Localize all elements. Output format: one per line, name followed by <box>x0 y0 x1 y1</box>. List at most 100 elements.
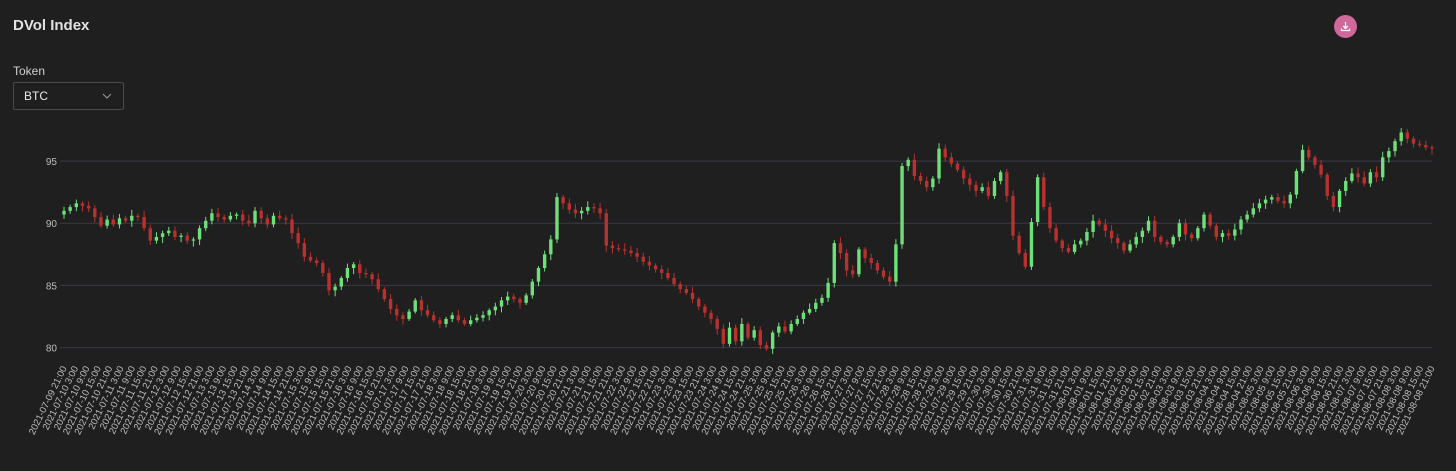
candle-body <box>1263 199 1268 204</box>
candle-body <box>1270 197 1274 200</box>
candle-body <box>499 300 504 307</box>
candle-body <box>777 326 781 333</box>
candle-body <box>715 318 719 329</box>
candle-body <box>820 297 824 303</box>
candle-body <box>1109 230 1114 239</box>
chevron-down-icon <box>102 93 112 99</box>
candle-body <box>974 184 978 191</box>
candle-body <box>1060 240 1064 249</box>
candle-body <box>1245 214 1249 220</box>
candle-body <box>204 220 208 229</box>
candle-body <box>277 215 282 219</box>
candle-body <box>1054 228 1058 241</box>
candle-body <box>370 274 374 280</box>
token-select[interactable]: BTC <box>13 82 124 110</box>
candle-body <box>851 270 855 275</box>
candle-body <box>1165 241 1169 245</box>
token-label: Token <box>13 64 46 78</box>
candle-body <box>697 299 701 307</box>
candle-body <box>1134 236 1138 245</box>
candle-body <box>740 323 744 342</box>
candle-body <box>247 220 251 224</box>
candle-body <box>758 330 763 346</box>
candle-body <box>1233 229 1237 236</box>
candle-body <box>1116 238 1120 244</box>
candle-body <box>99 217 103 226</box>
candle-body <box>1140 230 1145 237</box>
candle-body <box>949 157 954 164</box>
candle-body <box>1331 195 1336 208</box>
candle-body <box>770 332 775 349</box>
candle-body <box>789 323 793 332</box>
candle-body <box>931 178 935 188</box>
candle-body <box>111 219 115 225</box>
candle-body <box>481 315 485 318</box>
candle-body <box>327 272 331 291</box>
candle-body <box>419 300 424 311</box>
candle-body <box>1153 220 1157 237</box>
candle-body <box>666 272 670 278</box>
candle-body <box>271 215 276 225</box>
candle-body <box>1350 173 1354 181</box>
candle-body <box>660 269 664 273</box>
candle-body <box>1430 147 1434 149</box>
candle-body <box>173 230 177 237</box>
candle-body <box>573 209 578 214</box>
candle-body <box>1214 225 1219 237</box>
candle-body <box>413 300 417 312</box>
token-select-value: BTC <box>24 89 48 103</box>
candle-body <box>493 306 498 311</box>
candle-body <box>382 289 387 300</box>
candle-body <box>314 260 319 264</box>
candle-body <box>1282 200 1286 204</box>
candle-body <box>321 263 325 273</box>
candle-body <box>284 218 288 220</box>
candle-body <box>123 218 128 221</box>
candle-body <box>117 218 122 225</box>
y-tick-label: 85 <box>46 281 58 292</box>
candle-body <box>998 172 1003 181</box>
candle-body <box>1381 157 1385 178</box>
candle-body <box>1368 172 1373 184</box>
candle-body <box>1029 222 1034 267</box>
candle-body <box>826 282 830 298</box>
candle-body <box>857 249 861 275</box>
candle-body <box>1091 220 1095 232</box>
candle-body <box>444 318 448 324</box>
candle-body <box>1011 195 1015 236</box>
candle-body <box>259 210 263 219</box>
candle-body <box>1393 141 1397 152</box>
candle-body <box>555 197 559 240</box>
candle-body <box>105 219 109 226</box>
candle-body <box>296 233 300 244</box>
candle-body <box>549 239 553 255</box>
candle-body <box>925 180 929 188</box>
candle-body <box>1300 149 1305 172</box>
candle-body <box>407 311 411 319</box>
candle-body <box>1189 234 1194 239</box>
candle-body <box>943 148 947 158</box>
candle-body <box>1362 177 1366 184</box>
chart-title: DVol Index <box>13 17 90 34</box>
candle-body <box>388 299 393 310</box>
candle-body <box>727 327 732 344</box>
candle-body <box>1035 177 1040 222</box>
candle-body <box>197 228 202 240</box>
candle-body <box>598 208 602 214</box>
candle-body <box>160 233 165 237</box>
candle-body <box>592 207 596 209</box>
candle-body <box>1159 236 1163 242</box>
candle-body <box>1079 240 1083 245</box>
candle-body <box>265 218 270 225</box>
y-tick-label: 80 <box>46 344 58 355</box>
candle-body <box>1072 244 1077 252</box>
candle-body <box>142 217 146 229</box>
download-button[interactable] <box>1334 15 1357 38</box>
candle-body <box>986 187 991 196</box>
candle-body <box>191 239 196 241</box>
candle-body <box>894 244 898 282</box>
candle-body <box>801 312 806 319</box>
candle-body <box>746 323 750 338</box>
candle-body <box>469 320 473 324</box>
candle-body <box>795 318 799 324</box>
